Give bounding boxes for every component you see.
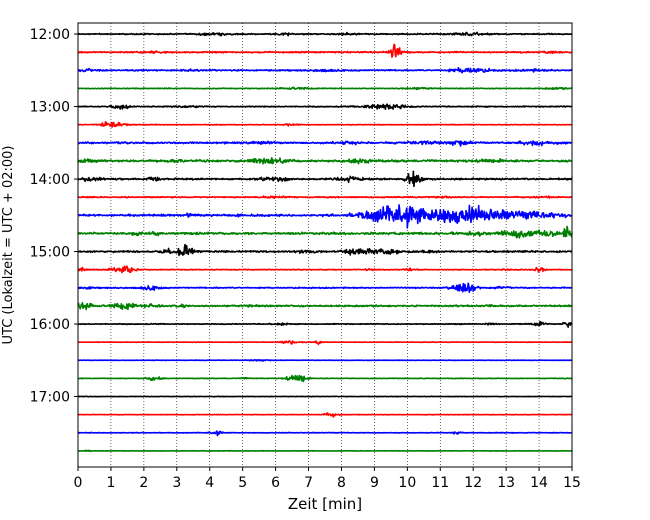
x-tick-label: 12: [464, 475, 482, 491]
trace-1715: [77, 412, 573, 418]
trace-1315: [77, 121, 573, 128]
x-axis-ticks: 0 1 2 3 4 5 6 7 8 9 10 11 12 13 14 15: [74, 467, 581, 491]
y-tick-label: 15:00: [30, 245, 70, 261]
trace-1300: [77, 103, 573, 110]
x-tick-label: 8: [337, 475, 346, 491]
trace-1445: [77, 225, 573, 239]
trace-1645: [77, 374, 573, 383]
x-tick-label: 7: [304, 475, 313, 491]
x-tick-label: 0: [74, 475, 83, 491]
trace-1400: [77, 170, 573, 188]
trace-1730: [77, 430, 573, 437]
x-tick-label: 4: [205, 475, 214, 491]
trace-1700: [77, 395, 573, 398]
trace-1330: [77, 140, 573, 147]
y-tick-label: 13:00: [30, 100, 70, 116]
trace-1430: [77, 204, 573, 229]
trace-1345: [77, 156, 573, 165]
plot-frame: [77, 22, 573, 468]
y-tick-label: 17:00: [30, 390, 70, 406]
trace-1600: [77, 320, 573, 328]
y-tick-label: 12:00: [30, 27, 70, 43]
trace-1515: [77, 265, 573, 274]
y-tick-label: 16:00: [30, 317, 70, 333]
trace-1545: [77, 301, 573, 311]
trace-1200: [77, 31, 573, 37]
x-tick-label: 2: [139, 475, 148, 491]
trace-1215: [77, 43, 573, 58]
x-tick-label: 1: [106, 475, 115, 491]
x-tick-label: 3: [172, 475, 181, 491]
y-axis-ticks: 12:00 13:00 14:00 15:00 16:00 17:00: [30, 27, 78, 406]
trace-1530: [77, 282, 573, 294]
x-tick-label: 13: [497, 475, 515, 491]
x-tick-label: 15: [563, 475, 581, 491]
trace-1630: [77, 358, 573, 362]
x-tick-label: 14: [530, 475, 548, 491]
x-axis-label: Zeit [min]: [288, 495, 362, 513]
trace-1745: [77, 449, 573, 453]
x-tick-label: 9: [370, 475, 379, 491]
x-tick-label: 11: [431, 475, 449, 491]
seismogram-traces: [77, 31, 573, 453]
x-tick-label: 10: [398, 475, 416, 491]
x-tick-label: 5: [238, 475, 247, 491]
trace-1230: [77, 67, 573, 74]
vertical-gridlines: [110, 23, 540, 467]
trace-1415: [77, 195, 573, 199]
y-tick-label: 14:00: [30, 172, 70, 188]
y-axis-label: UTC (Lokalzeit = UTC + 02:00): [1, 146, 16, 345]
trace-1245: [77, 86, 573, 91]
trace-1500: [77, 243, 573, 257]
trace-1615: [77, 340, 573, 346]
x-tick-label: 6: [271, 475, 280, 491]
